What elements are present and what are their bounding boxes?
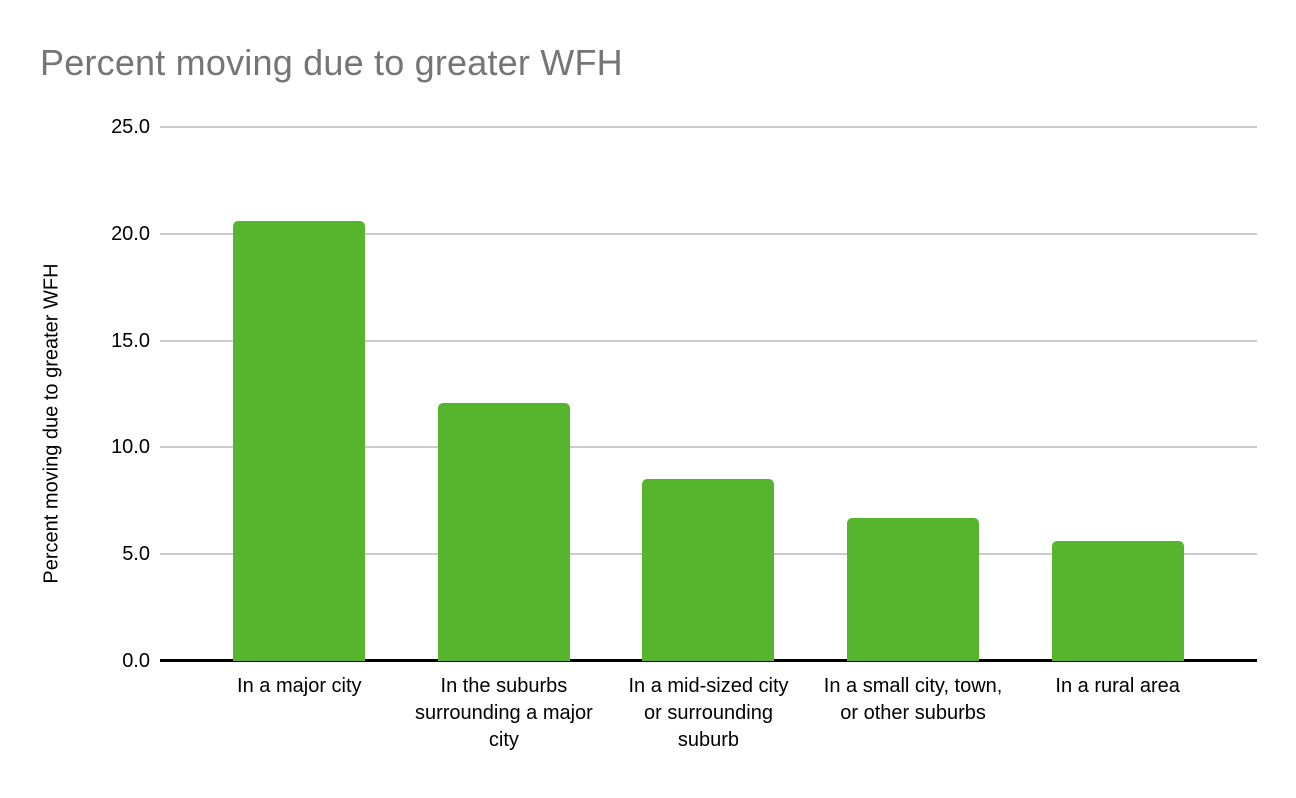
bar-slot — [606, 127, 811, 661]
x-category-label: In a mid-sized city or surrounding subur… — [628, 675, 789, 751]
x-label-slot: In a small city, town, or other suburbs — [811, 673, 1016, 754]
bar[interactable] — [1051, 541, 1184, 661]
bar-slot — [1015, 127, 1220, 661]
x-category-label: In a rural area — [1055, 675, 1180, 697]
bar[interactable] — [847, 517, 980, 661]
x-category-label: In the suburbs surrounding a major city — [414, 675, 593, 751]
gridline — [160, 446, 1257, 449]
y-tick-label: 10.0 — [111, 436, 150, 459]
y-tick-label: 0.0 — [122, 650, 150, 672]
x-label-slot: In a mid-sized city or surrounding subur… — [606, 673, 811, 754]
x-category-label: In a major city — [237, 675, 362, 697]
gridline — [160, 232, 1257, 235]
bar-slot — [197, 127, 402, 661]
y-tick-label: 15.0 — [111, 329, 150, 352]
x-label-slot: In a major city — [197, 673, 402, 754]
x-category-label: In a small city, town, or other suburbs — [823, 675, 1003, 724]
bar[interactable] — [642, 479, 775, 661]
bar-slot — [811, 127, 1016, 661]
chart-title: Percent moving due to greater WFH — [40, 42, 623, 83]
gridline — [160, 126, 1257, 128]
y-axis-ticks: 0.0 5.0 10.0 15.0 20.0 25.0 — [0, 116, 150, 672]
bar-slot — [402, 127, 607, 661]
plot-area — [160, 126, 1257, 662]
bar-band — [197, 127, 1220, 661]
x-label-slot: In a rural area — [1015, 673, 1220, 754]
y-tick-label: 5.0 — [122, 543, 150, 566]
x-axis-labels: In a major city In the suburbs surroundin… — [197, 673, 1220, 754]
gridline — [160, 339, 1257, 342]
y-tick-label: 20.0 — [111, 222, 150, 245]
bar[interactable] — [437, 402, 570, 661]
x-label-slot: In the suburbs surrounding a major city — [402, 673, 607, 754]
bar[interactable] — [233, 220, 366, 661]
y-tick-label: 25.0 — [111, 116, 150, 138]
